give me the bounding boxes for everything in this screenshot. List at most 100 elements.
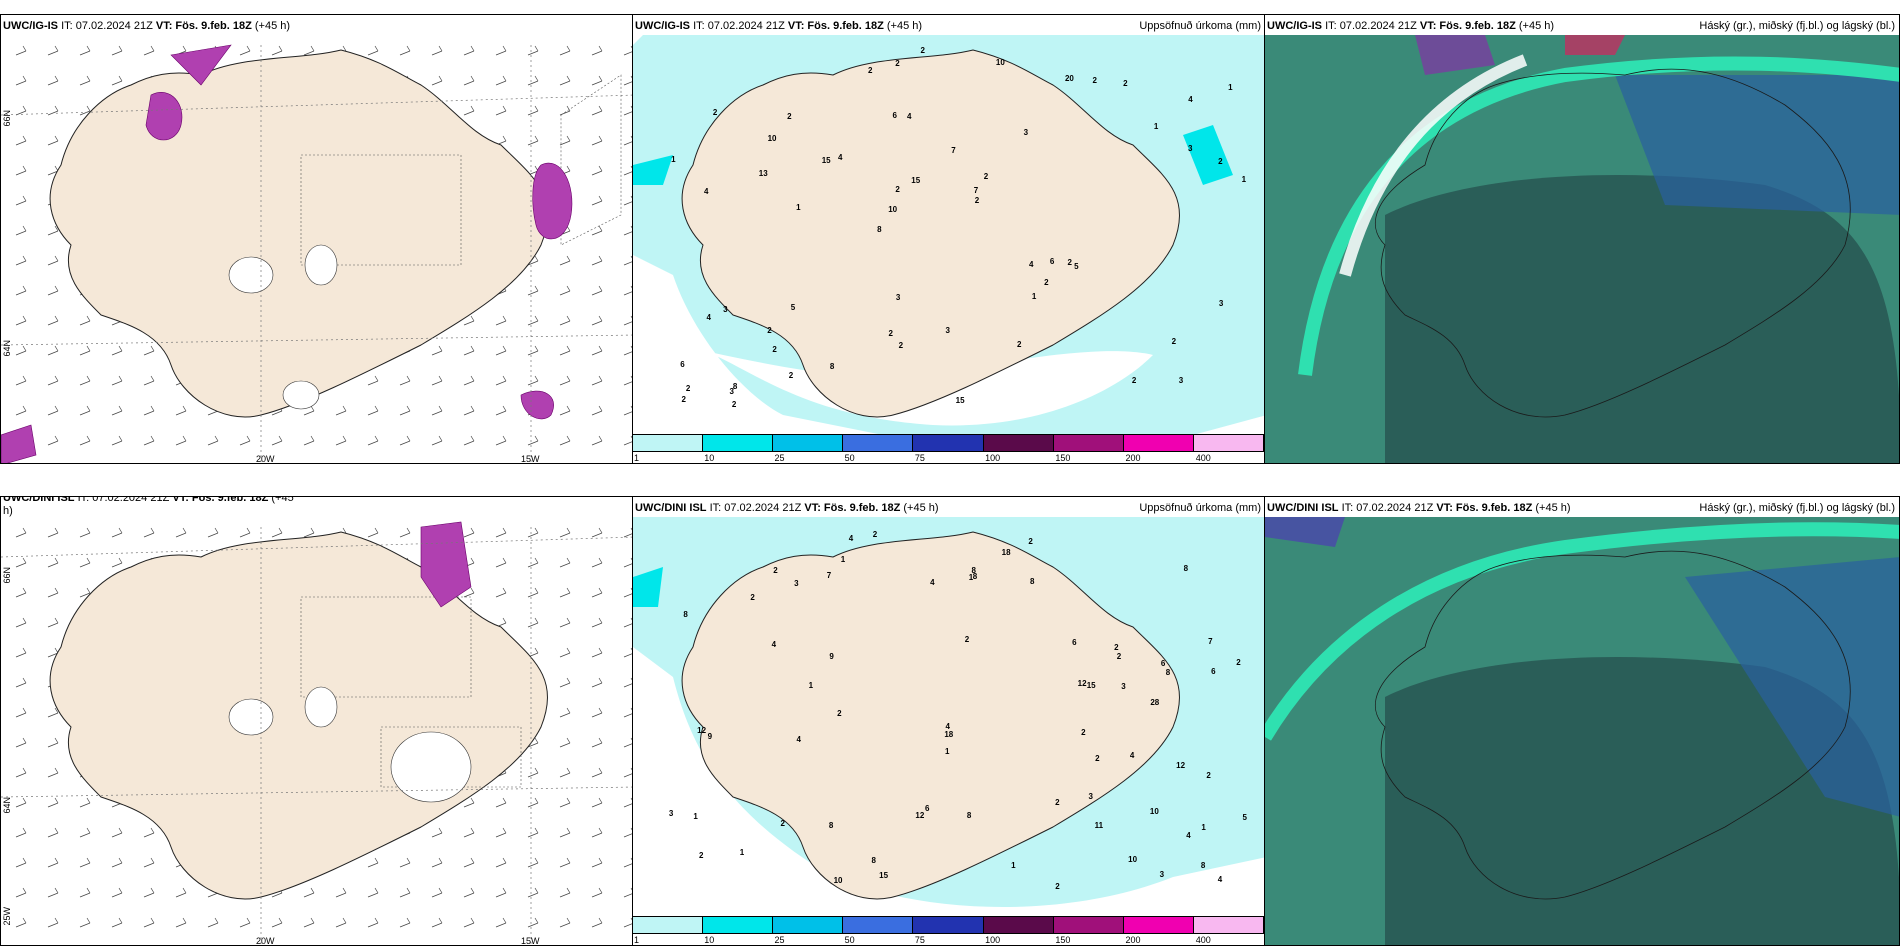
wind-barb [79,435,91,446]
wind-barb [527,857,539,868]
wind-barb [79,887,91,898]
wind-barb [175,435,187,446]
wind-barb [495,315,507,326]
wind-barb [591,75,603,86]
wind-barb [527,737,539,748]
precip-value: 2 [681,394,686,404]
precip-value: 1 [1031,292,1037,302]
wind-barb [47,255,59,266]
precip-map [633,35,1265,435]
precip-band-east [1183,125,1233,185]
wind-barb [47,375,59,386]
panel-title: UWC/IG-IS IT: 07.02.2024 21Z VT: Fös. 9.… [3,20,291,32]
wind-barb [175,527,187,538]
cloud-mid-blue [1685,557,1899,817]
panel-precip-ig-is: UWC/IG-IS IT: 07.02.2024 21Z VT: Fös. 9.… [632,14,1266,464]
wind-barb [495,45,507,56]
wind-barb [591,165,603,176]
wind-barb [335,435,347,446]
wind-barb [15,857,27,868]
precip-value: 9 [829,652,834,662]
wind-barb [463,45,475,56]
precip-value: 6 [925,803,930,813]
precip-value: 2 [787,112,792,122]
colorbar-ticks: 1 10 25 50 75 100 150 200 400 [632,935,1264,947]
colorbar-tick-label: 150 [1055,935,1071,945]
wind-barb [111,557,123,568]
wind-barb [111,827,123,838]
precip-value: 2 [895,59,900,69]
precip-value: 10 [767,133,777,143]
wind-barb [15,917,27,928]
cloud-low-darker [1385,175,1899,463]
precip-value: 2 [1055,881,1060,891]
precip-value: 3 [1023,128,1029,138]
colorbar-seg [843,435,914,451]
precip-value: 2 [1095,754,1100,764]
lat-label-66n: 66N [2,110,12,127]
precip-value: 4 [945,721,950,731]
wind-barb [367,45,379,56]
iceland-land [49,531,548,900]
colorbar-tick-label: 75 [914,935,925,945]
wind-barb [143,45,155,56]
wind-barb [591,405,603,416]
precip-value: 6 [1049,257,1055,267]
wind-barb [143,827,155,838]
wind-barb [15,527,27,538]
wind-barb [559,917,571,928]
wind-barb [271,435,283,446]
precip-value: 2 [898,341,904,351]
precip-value: 10 [888,205,898,215]
precip-value: 6 [1211,667,1216,677]
precip-value: 2 [1044,278,1049,288]
wind-barb [111,887,123,898]
wind-barb [367,435,379,446]
wind-barb [431,405,443,416]
purple-blob [1415,35,1495,75]
wind-barb [463,917,475,928]
precip-value: 1 [796,202,801,212]
wind-barb [495,887,507,898]
wind-barb [559,857,571,868]
colorbar-seg [703,435,774,451]
precip-value: 12 [1077,678,1087,688]
colorbar-tick-label: 50 [844,935,855,945]
colorbar-seg [773,435,844,451]
wind-map [1,521,633,945]
wind-barb [79,917,91,928]
wind-barb [591,647,603,658]
wind-barb [527,135,539,146]
precip-value: 13 [758,168,768,178]
wind-barb [559,405,571,416]
colorbar-seg [1053,435,1124,451]
precip-value: 8 [1183,564,1189,573]
precip-value: 6 [1072,637,1077,647]
wind-barb [559,345,571,356]
wind-barb [591,527,603,538]
wind-barb [463,857,475,868]
precip-band-west [633,155,673,185]
pink-blob [1565,35,1625,55]
wind-barb [207,527,219,538]
wind-barb [399,857,411,868]
wind-barb [15,887,27,898]
precip-value: 3 [729,387,734,397]
wind-barb [591,917,603,928]
wind-barb [111,45,123,56]
wind-barb [591,225,603,236]
precip-value: 2 [1081,728,1086,738]
wind-barb [303,527,315,538]
wind-barb [431,435,443,446]
wind-barb [79,857,91,868]
hole-3 [282,380,320,410]
wind-barb [47,405,59,416]
wind-barb [207,917,219,928]
wind-barb [15,707,27,718]
wind-barb [79,587,91,598]
wind-barb [15,75,27,86]
wind-barb [527,617,539,628]
high-cloud-arc [1265,522,1899,741]
wind-barb [47,45,59,56]
wind-barb [463,345,475,356]
